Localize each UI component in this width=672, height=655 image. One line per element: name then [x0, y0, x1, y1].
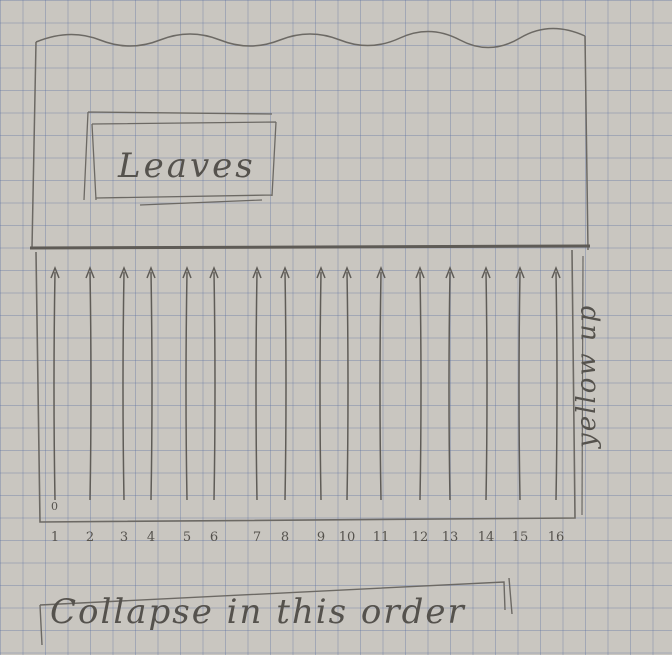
column-label-1: 1 [50, 530, 60, 545]
zero-marker: 0 [51, 500, 58, 513]
column-label-13: 13 [441, 530, 459, 545]
arrow-head-14 [481, 265, 491, 279]
frame-left-edge [31, 41, 37, 249]
arrow-head-2 [85, 265, 95, 279]
column-label-8: 8 [280, 530, 290, 545]
column-box [35, 249, 576, 523]
leaves-label: Leaves [118, 146, 256, 186]
arrow-shaft-16 [555, 271, 558, 501]
arrow-shaft-15 [518, 271, 521, 501]
arrow-head-1 [50, 265, 60, 279]
arrow-head-7 [252, 265, 262, 279]
arrow-shaft-2 [89, 271, 92, 501]
arrow-head-13 [445, 265, 455, 279]
column-arrows [50, 265, 561, 501]
divider-line [29, 244, 591, 250]
arrow-shaft-8 [284, 271, 287, 501]
column-label-10: 10 [338, 530, 356, 545]
arrow-shaft-9 [319, 271, 322, 501]
arrow-head-10 [342, 265, 352, 279]
arrow-shaft-6 [213, 271, 216, 501]
arrow-shaft-13 [448, 271, 451, 501]
arrow-head-5 [182, 265, 192, 279]
column-label-12: 12 [411, 530, 429, 545]
arrow-head-12 [415, 265, 425, 279]
arrow-shaft-1 [53, 271, 56, 501]
arrow-head-15 [515, 265, 525, 279]
column-label-14: 14 [477, 530, 495, 545]
leaves-box-bottom-line [139, 199, 263, 206]
column-label-11: 11 [372, 530, 390, 545]
arrow-shaft-7 [255, 271, 258, 501]
arrow-shaft-14 [485, 271, 488, 501]
frame-right-edge [584, 35, 589, 251]
column-label-7: 7 [252, 530, 262, 545]
arrow-shaft-4 [150, 271, 153, 501]
arrow-head-8 [280, 265, 290, 279]
arrow-shaft-10 [346, 271, 349, 501]
column-label-2: 2 [85, 530, 95, 545]
arrow-head-9 [316, 265, 326, 279]
column-label-3: 3 [119, 530, 129, 545]
column-label-15: 15 [511, 530, 529, 545]
arrow-head-6 [209, 265, 219, 279]
caption-text: Collapse in this order [50, 592, 466, 632]
column-label-5: 5 [182, 530, 192, 545]
arrow-head-3 [119, 265, 129, 279]
column-label-16: 16 [547, 530, 565, 545]
arrow-head-4 [146, 265, 156, 279]
column-label-9: 9 [316, 530, 326, 545]
arrow-head-16 [551, 265, 561, 279]
arrow-shaft-3 [122, 271, 125, 501]
side-note: yellow up [572, 303, 602, 448]
column-label-4: 4 [146, 530, 156, 545]
caption-frame [39, 577, 513, 646]
column-label-6: 6 [209, 530, 219, 545]
arrow-head-11 [376, 265, 386, 279]
leaves-box-outer [83, 111, 277, 201]
arrow-shaft-11 [379, 271, 382, 501]
arrow-shaft-5 [185, 271, 188, 501]
column-box-side-line [581, 255, 584, 516]
wavy-top-edge [35, 27, 586, 49]
arrow-shaft-12 [419, 271, 422, 501]
